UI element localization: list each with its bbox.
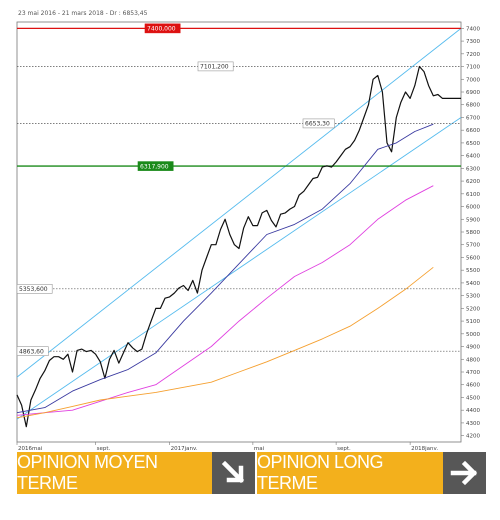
y-tick-label: 6000: [466, 205, 480, 211]
y-tick-label: 4900: [466, 345, 480, 351]
level-label-box: [302, 118, 335, 129]
opinion-long-term-label: OPINION LONG TERME: [257, 452, 443, 494]
x-tick-label: 2018janv.: [411, 446, 438, 452]
series-line-prix: [16, 65, 461, 428]
y-tick-label: 7400: [466, 26, 480, 32]
opinion-mid-term-button[interactable]: OPINION MOYEN TERME: [17, 452, 255, 494]
y-axis: 4200 4300 4400 4500 4600 4700 4800 4900 5000 5100…: [461, 26, 480, 440]
y-tick-label: 7300: [466, 39, 480, 45]
level-lines: [17, 27, 461, 352]
y-tick-label: 6400: [466, 154, 480, 160]
x-tick-label: mai: [254, 446, 265, 452]
y-tick-label: 5700: [466, 243, 480, 249]
level-labels: 7400,000 7101,200 6653,30 6317,900 5353,600 4…: [16, 23, 335, 356]
level-label-box: [16, 346, 49, 356]
y-tick-label: 4500: [466, 395, 480, 401]
opinion-long-term-button[interactable]: OPINION LONG TERME: [257, 452, 486, 494]
x-axis: 2016mai sept. 2017janv. mai sept. 2018janv.: [16, 442, 438, 452]
level-label-box: [144, 23, 181, 34]
arrow-down-right-icon: [212, 452, 255, 494]
y-tick-label: 5100: [466, 319, 480, 325]
y-tick-label: 5600: [466, 255, 480, 261]
chart-title: 23 mai 2016 - 21 mars 2018 - Dr : 6853,4…: [18, 10, 148, 17]
series-line-mma-50-: [16, 185, 434, 416]
level-label-text: 4863,60: [19, 348, 44, 355]
series-lines: [16, 65, 461, 428]
y-tick-label: 4800: [466, 357, 480, 363]
level-label-text: 5353,600: [19, 286, 48, 293]
channel-lower-line: [16, 117, 462, 420]
level-label-text: 6653,30: [305, 121, 330, 128]
level-label-box: [16, 284, 53, 294]
y-tick-label: 6200: [466, 179, 480, 185]
y-tick-label: 6800: [466, 103, 480, 109]
y-tick-label: 5300: [466, 294, 480, 300]
series-line-mma-100-: [16, 266, 434, 419]
y-tick-label: 5000: [466, 332, 480, 338]
channel-upper-line: [16, 28, 462, 378]
y-tick-label: 6700: [466, 115, 480, 121]
opinion-mid-term-label: OPINION MOYEN TERME: [17, 452, 212, 494]
y-tick-label: 7200: [466, 52, 480, 58]
y-tick-label: 5400: [466, 281, 480, 287]
arrow-right-icon: [443, 452, 486, 494]
x-tick-label: 2017janv.: [171, 446, 198, 452]
level-label-box: [197, 61, 234, 72]
y-tick-label: 4700: [466, 370, 480, 376]
y-tick-label: 4200: [466, 434, 480, 440]
y-tick-label: 6300: [466, 166, 480, 172]
y-tick-label: 5500: [466, 268, 480, 274]
y-tick-label: 5200: [466, 306, 480, 312]
y-tick-label: 4600: [466, 383, 480, 389]
level-label-text: 7400,000: [147, 26, 176, 33]
series-line-mma-20-: [16, 123, 434, 414]
y-tick-label: 6600: [466, 128, 480, 134]
x-tick-label: sept.: [337, 446, 351, 452]
trend-channel: [16, 28, 462, 420]
x-tick-label: sept.: [97, 446, 111, 452]
x-tick-label: 2016mai: [18, 446, 43, 452]
y-tick-label: 6100: [466, 192, 480, 198]
y-tick-label: 4400: [466, 408, 480, 414]
y-tick-label: 6500: [466, 141, 480, 147]
y-tick-label: 4300: [466, 421, 480, 427]
level-label-text: 6317,900: [140, 163, 169, 170]
y-tick-label: 6900: [466, 90, 480, 96]
level-label-box: [137, 161, 174, 171]
level-label-text: 7101,200: [200, 64, 229, 71]
y-tick-label: 7000: [466, 77, 480, 83]
y-tick-label: 7100: [466, 65, 480, 71]
plot-area: [16, 21, 462, 443]
y-tick-label: 5900: [466, 217, 480, 223]
y-tick-label: 5800: [466, 230, 480, 236]
